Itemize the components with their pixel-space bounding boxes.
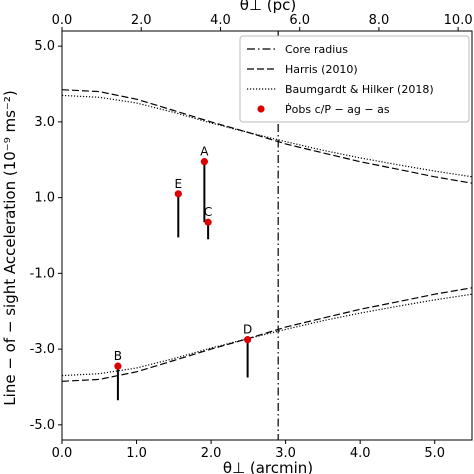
- y-tick-label: -3.0: [30, 342, 55, 357]
- top-x-tick-label: 0.0: [52, 13, 73, 28]
- top-x-tick-label: 8.0: [369, 13, 390, 28]
- legend-label: Ṗobs c/P − ag − as: [285, 103, 390, 116]
- y-axis-title: Line − of − sight Acceleration (10⁻⁹ ms⁻…: [1, 90, 19, 405]
- y-tick-label: 3.0: [34, 115, 55, 130]
- x-tick-label: 0.0: [52, 446, 73, 461]
- y-tick-label: -5.0: [30, 418, 55, 433]
- x-tick-label: 4.0: [350, 446, 371, 461]
- data-point-A: [200, 158, 208, 166]
- top-x-tick-label: 10.0: [444, 13, 473, 28]
- top-x-tick-label: 6.0: [289, 13, 310, 28]
- legend-box: [239, 35, 470, 123]
- legend-marker: [257, 105, 265, 113]
- y-tick-label: 5.0: [34, 39, 55, 54]
- y-tick-label: -1.0: [30, 266, 55, 281]
- bottom-x-axis-title: θ⊥ (arcmin): [223, 459, 313, 474]
- legend-label: Core radius: [285, 43, 348, 56]
- point-label-C: C: [204, 205, 212, 219]
- x-tick-label: 2.0: [201, 446, 222, 461]
- x-tick-label: 1.0: [126, 446, 147, 461]
- data-point-B: [114, 362, 122, 370]
- data-point-E: [174, 190, 182, 198]
- y-tick-label: 1.0: [34, 191, 55, 206]
- top-x-tick-label: 2.0: [131, 13, 152, 28]
- data-point-D: [244, 336, 252, 344]
- x-tick-label: 3.0: [275, 446, 296, 461]
- x-tick-label: 5.0: [424, 446, 445, 461]
- point-label-B: B: [114, 349, 122, 363]
- point-label-A: A: [200, 145, 209, 159]
- point-label-E: E: [174, 177, 182, 191]
- point-label-D: D: [243, 323, 252, 337]
- legend-label: Harris (2010): [285, 63, 358, 76]
- data-point-C: [204, 218, 212, 226]
- curve-lower: [61, 287, 473, 382]
- legend-label: Baumgardt & Hilker (2018): [285, 83, 434, 96]
- plot-frame: [61, 30, 473, 441]
- top-x-axis-title: θ⊥ (pc): [240, 0, 296, 14]
- top-x-tick-label: 4.0: [210, 13, 231, 28]
- curve-lower: [61, 293, 473, 377]
- curve-upper: [61, 89, 473, 184]
